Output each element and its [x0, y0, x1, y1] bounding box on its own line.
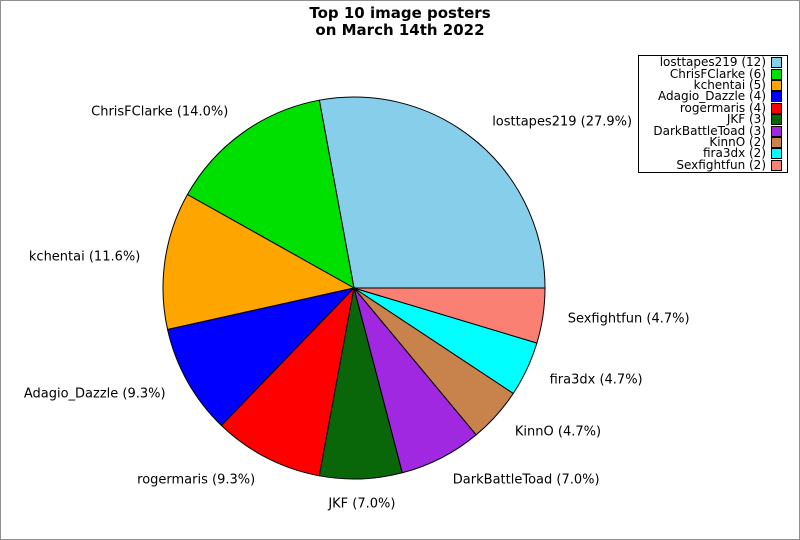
- chart-title-line1: Top 10 image posters: [309, 4, 491, 22]
- legend-swatch-JKF: [771, 114, 782, 126]
- legend-row-Adagio_Dazzle: Adagio_Dazzle (4): [639, 89, 787, 104]
- slice-label-losttapes219: losttapes219 (27.9%): [492, 114, 633, 130]
- pie-slice-losttapes219: [318, 96, 546, 289]
- legend-swatch-DarkBattleToad: [771, 125, 782, 137]
- legend: losttapes219 (12) ChrisFClarke (6) kchenta…: [638, 55, 788, 173]
- pie-slice-Adagio_Dazzle: [166, 287, 356, 427]
- legend-row-ChrisFClarke: ChrisFClarke (6): [639, 66, 787, 81]
- legend-label-ChrisFClarke: ChrisFClarke (6): [669, 66, 766, 81]
- legend-row-JKF: JKF (3): [639, 112, 787, 127]
- slice-label-fira3dx: fira3dx (4.7%): [549, 372, 643, 388]
- slice-label-Sexfightfun: Sexfightfun (4.7%): [567, 311, 690, 327]
- legend-label-KinnO: KinnO (2): [709, 135, 766, 150]
- legend-row-kchentai: kchentai (5): [639, 77, 787, 92]
- legend-swatch-losttapes219: [771, 57, 782, 69]
- legend-label-Adagio_Dazzle: Adagio_Dazzle (4): [658, 89, 766, 104]
- legend-row-DarkBattleToad: DarkBattleToad (3): [639, 123, 787, 138]
- legend-label-Sexfightfun: Sexfightfun (2): [676, 157, 766, 172]
- legend-label-JKF: JKF (3): [726, 112, 766, 127]
- slice-label-ChrisFClarke: ChrisFClarke (14.0%): [91, 104, 229, 120]
- legend-label-rogermaris: rogermaris (4): [679, 100, 766, 115]
- legend-swatch-KinnO: [771, 137, 782, 149]
- slice-label-JKF: JKF (7.0%): [328, 496, 396, 512]
- legend-swatch-ChrisFClarke: [771, 68, 782, 80]
- slice-label-DarkBattleToad: DarkBattleToad (7.0%): [452, 472, 600, 488]
- legend-row-rogermaris: rogermaris (4): [639, 100, 787, 115]
- pie-slice-ChrisFClarke: [186, 99, 355, 289]
- legend-row-Sexfightfun: Sexfightfun (2): [639, 157, 787, 172]
- legend-swatch-kchentai: [771, 79, 782, 91]
- chart-title-line2: on March 14th 2022: [315, 21, 485, 39]
- pie-slice-Sexfightfun: [353, 287, 546, 344]
- legend-label-kchentai: kchentai (5): [693, 77, 766, 92]
- legend-row-losttapes219: losttapes219 (12): [639, 55, 787, 70]
- legend-swatch-rogermaris: [771, 102, 782, 114]
- slice-label-rogermaris: rogermaris (9.3%): [137, 472, 256, 488]
- slice-label-KinnO: KinnO (4.7%): [514, 424, 602, 440]
- legend-label-DarkBattleToad: DarkBattleToad (3): [653, 123, 766, 138]
- slice-label-Adagio_Dazzle: Adagio_Dazzle (9.3%): [23, 386, 166, 402]
- pie-slice-rogermaris: [220, 286, 355, 477]
- pie-slice-kchentai: [162, 193, 356, 331]
- legend-row-fira3dx: fira3dx (2): [639, 146, 787, 161]
- legend-swatch-Adagio_Dazzle: [771, 91, 782, 103]
- legend-label-losttapes219: losttapes219 (12): [659, 55, 766, 70]
- chart-title: Top 10 image posters on March 14th 2022: [1, 5, 799, 39]
- legend-row-KinnO: KinnO (2): [639, 135, 787, 150]
- legend-swatch-fira3dx: [771, 148, 782, 160]
- legend-swatch-Sexfightfun: [771, 159, 782, 171]
- legend-label-fira3dx: fira3dx (2): [702, 146, 766, 161]
- slice-label-kchentai: kchentai (11.6%): [28, 249, 141, 265]
